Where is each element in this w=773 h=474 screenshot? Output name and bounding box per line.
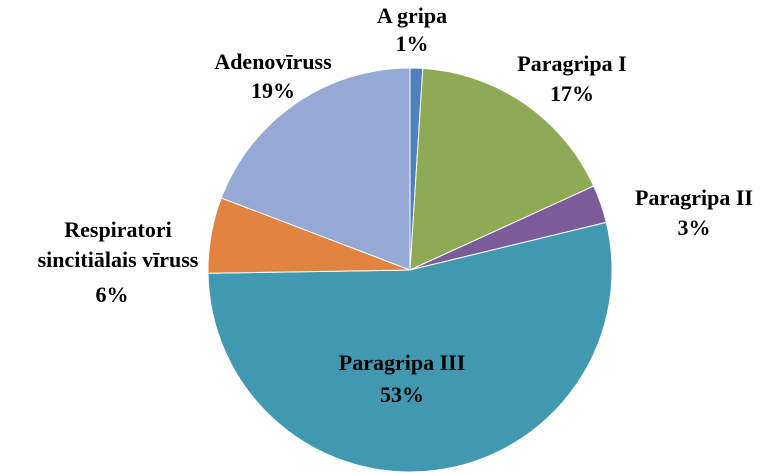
slice-label-line: Respiratori (64, 217, 172, 242)
pie-slice (220, 67, 411, 271)
slice-label: A gripa (377, 3, 447, 28)
slice-label: Paragripa II (635, 185, 753, 210)
slice-label: Adenovīruss (214, 49, 332, 74)
slice-label-line: sincitiālais vīruss (38, 247, 199, 272)
slice-label: Paragripa III (339, 350, 466, 375)
slice-value-label: 19% (251, 78, 295, 103)
slice-value-label: 3% (678, 215, 711, 240)
slice-value-label: 17% (550, 81, 594, 106)
slice-value-label: 6% (96, 282, 129, 307)
slice-value-label: 53% (380, 382, 424, 407)
slice-label: Respiratori sincitiālais vīruss (38, 217, 199, 272)
slice-value-label: 1% (396, 31, 429, 56)
pie-slice (409, 67, 595, 271)
slice-label: Paragripa I (517, 51, 626, 76)
pie-slice (207, 221, 613, 473)
